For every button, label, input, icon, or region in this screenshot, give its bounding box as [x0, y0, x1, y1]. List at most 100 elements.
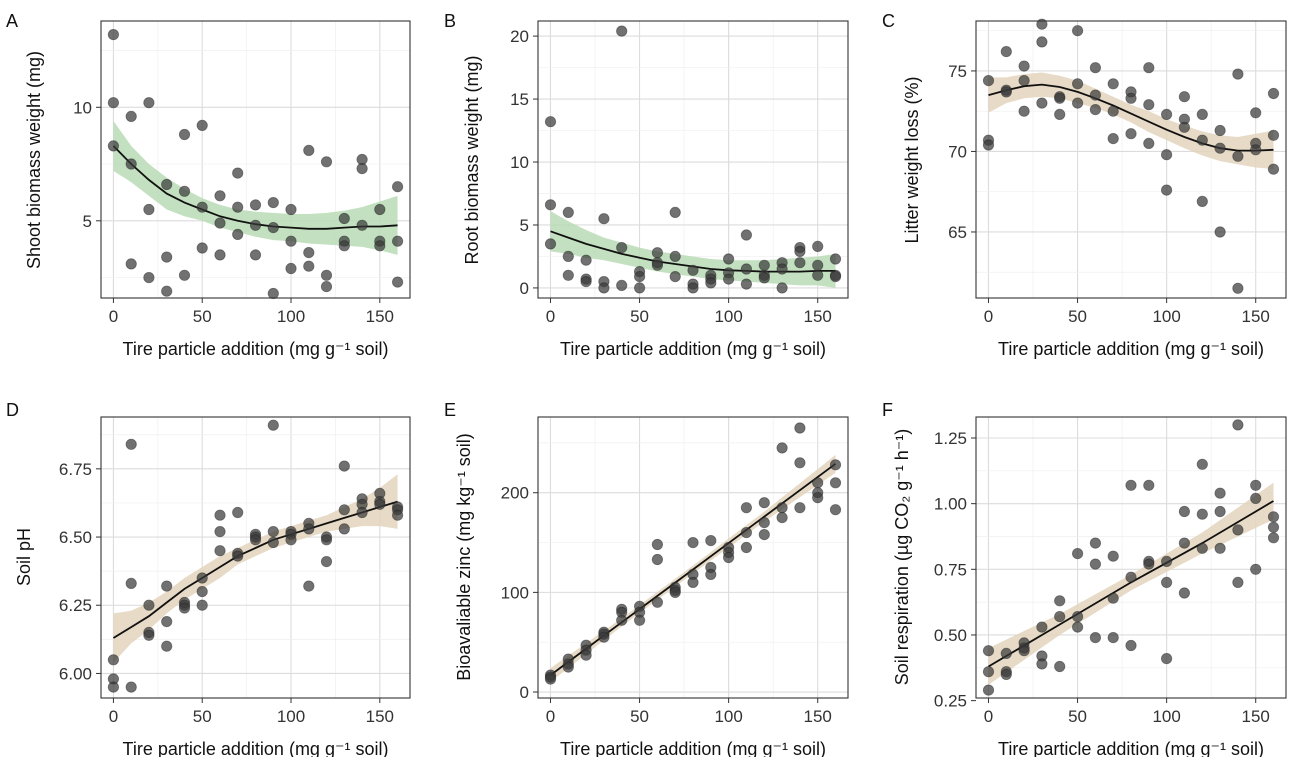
panel-border [100, 416, 411, 699]
data-point [214, 509, 226, 521]
data-point [178, 185, 191, 197]
data-point [143, 97, 155, 109]
data-point [776, 502, 788, 514]
data-point [1143, 479, 1155, 491]
data-point [338, 523, 350, 535]
data-point [1072, 25, 1084, 37]
y-axis-title: Litter weight loss (%) [902, 76, 922, 243]
data-point [1214, 505, 1226, 518]
data-point [356, 219, 368, 231]
data-point [1267, 87, 1280, 100]
data-point [1196, 134, 1208, 146]
y-tick-label: 5 [520, 216, 529, 235]
data-point [1054, 595, 1066, 607]
data-points [544, 25, 842, 294]
y-tick-label: 100 [501, 583, 529, 602]
panel-letter: D [6, 400, 19, 420]
data-point [1214, 124, 1226, 137]
y-tick-label: 6.75 [59, 460, 92, 479]
data-point [1178, 587, 1191, 599]
data-point [705, 534, 717, 547]
data-point [1036, 97, 1048, 109]
panel-letter: A [6, 11, 18, 31]
data-points [107, 419, 404, 693]
data-point [740, 502, 753, 514]
data-point [829, 459, 842, 471]
data-point [669, 250, 681, 262]
gridlines [976, 21, 1286, 298]
data-point [687, 282, 699, 294]
data-point [1196, 195, 1208, 207]
data-point [982, 75, 995, 87]
data-point [1072, 610, 1084, 623]
data-points [982, 18, 1280, 294]
fit-line [112, 500, 398, 639]
data-point [1107, 631, 1119, 644]
data-point [249, 199, 262, 211]
data-point [580, 649, 592, 661]
data-point [758, 528, 770, 541]
y-tick-label: 6.25 [59, 596, 92, 615]
data-point [1214, 487, 1226, 499]
data-point [214, 525, 226, 538]
data-point [125, 681, 137, 693]
panel-letter: B [444, 11, 456, 31]
data-point [338, 212, 350, 225]
x-tick-label: 50 [1068, 307, 1087, 326]
data-point [303, 247, 315, 259]
panel-d: 0 50 100 150 6.00 6.25 6.50 6.75 Tire particle a… [6, 400, 411, 757]
data-point [722, 273, 735, 285]
data-point [1143, 137, 1155, 149]
data-point [740, 278, 753, 290]
data-point [1054, 92, 1066, 104]
data-point [1214, 226, 1226, 238]
data-point [776, 282, 788, 294]
data-point [812, 269, 824, 281]
data-point [1107, 133, 1119, 145]
data-point [1107, 592, 1119, 604]
data-point [125, 258, 137, 270]
data-point [829, 477, 842, 489]
y-tick-label: 65 [948, 223, 967, 242]
data-point [107, 97, 120, 109]
x-tick-label: 150 [1242, 307, 1270, 326]
data-point [107, 140, 120, 152]
data-point [598, 213, 610, 225]
data-point [320, 555, 333, 568]
x-tick-label: 0 [109, 707, 118, 726]
data-point [232, 506, 244, 519]
data-point [598, 631, 610, 643]
panel-a: 0 50 100 150 5 10 Tire particle addition (mg g… [6, 11, 411, 359]
x-tick-label: 150 [804, 707, 832, 726]
data-point [1232, 68, 1244, 80]
data-point [143, 629, 155, 641]
fit-line [988, 83, 1274, 152]
data-point [161, 640, 173, 652]
data-point [580, 275, 592, 288]
y-tick-label: 70 [948, 142, 967, 161]
data-point [722, 551, 735, 564]
data-point [1125, 92, 1137, 104]
data-point [669, 586, 681, 599]
x-tick-label: 100 [1152, 707, 1180, 726]
data-point [829, 253, 842, 265]
x-tick-label: 50 [630, 307, 649, 326]
data-point [107, 654, 120, 666]
data-point [758, 259, 770, 271]
data-point [125, 158, 137, 170]
data-point [125, 110, 137, 123]
data-point [1036, 18, 1048, 30]
data-point [562, 206, 574, 218]
data-point [1072, 621, 1084, 633]
panel-border [537, 20, 849, 299]
data-point [267, 197, 279, 209]
confidence-band [988, 482, 1274, 685]
data-point [1089, 104, 1102, 116]
y-tick-label: 1.00 [934, 495, 967, 514]
panel-b: 0 50 100 150 0 5 10 15 20 Tire particle addition … [444, 11, 849, 359]
data-point [562, 250, 574, 262]
data-point [320, 156, 333, 168]
data-point [374, 240, 386, 252]
panel-e: 0 50 100 150 0 100 200 Tire particle addition (… [444, 400, 849, 757]
data-point [722, 253, 735, 265]
